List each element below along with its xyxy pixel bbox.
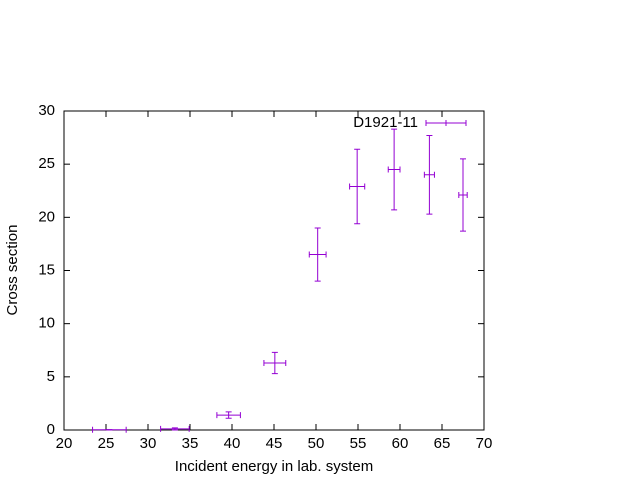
y-tick-label: 20 (38, 208, 55, 225)
x-tick-label: 25 (98, 435, 115, 452)
y-tick-label: 5 (47, 368, 55, 385)
x-tick-label: 30 (140, 435, 157, 452)
legend-swatch (426, 120, 466, 126)
y-tick-label: 0 (47, 421, 55, 438)
plot-frame (64, 111, 484, 430)
x-tick-label: 50 (308, 435, 325, 452)
x-tick-label: 55 (350, 435, 367, 452)
x-tick-label: 70 (476, 435, 493, 452)
x-tick-label: 45 (266, 435, 283, 452)
y-tick-label: 15 (38, 261, 55, 278)
y-axis-label: Cross section (4, 225, 21, 316)
x-tick-label: 65 (434, 435, 451, 452)
x-tick-label: 40 (224, 435, 241, 452)
y-tick-label: 30 (38, 102, 55, 119)
legend-label: D1921-11 (353, 114, 418, 131)
x-axis-label: Incident energy in lab. system (175, 458, 373, 475)
y-tick-label: 25 (38, 155, 55, 172)
x-tick-label: 35 (182, 435, 199, 452)
x-tick-label: 60 (392, 435, 409, 452)
y-tick-label: 10 (38, 315, 55, 332)
x-tick-label: 20 (56, 435, 73, 452)
